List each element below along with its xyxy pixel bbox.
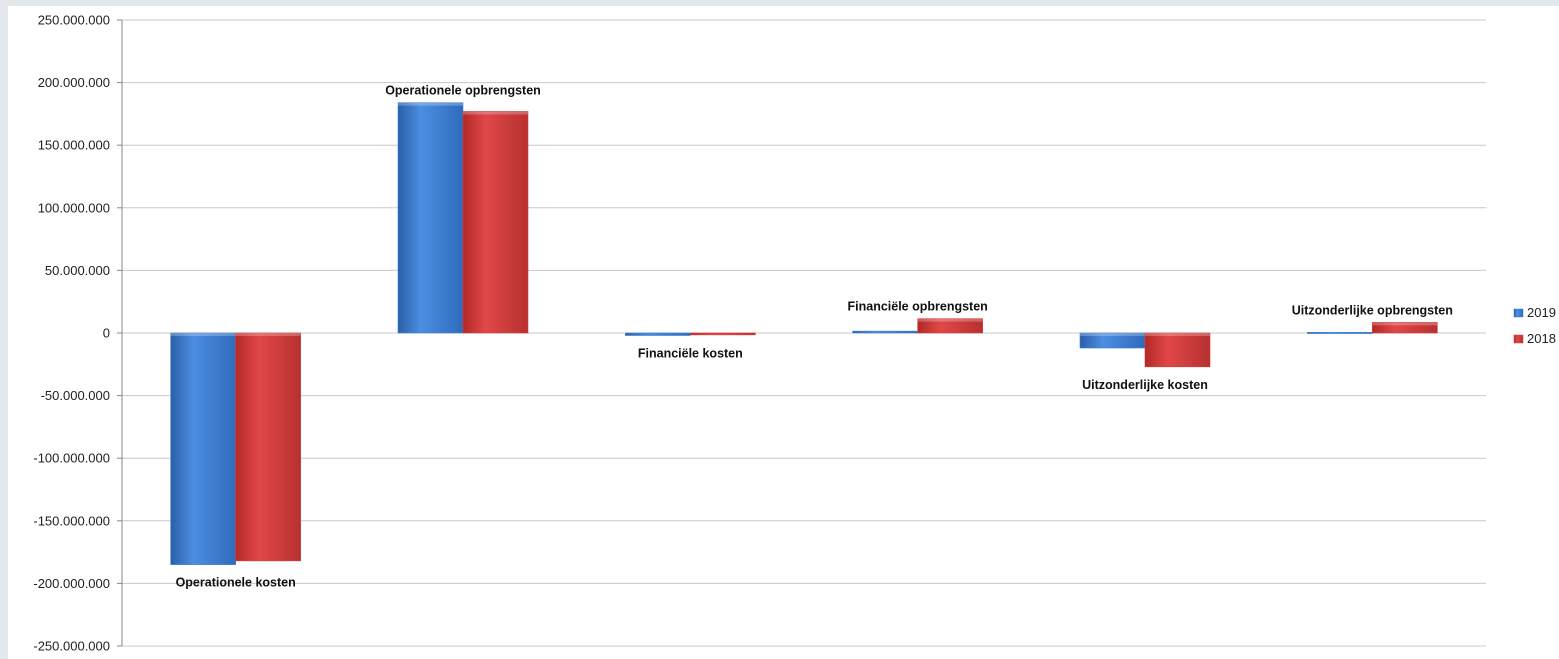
y-tick-label: 200.000.000 bbox=[38, 75, 110, 90]
bar-2018-2 bbox=[462, 111, 529, 334]
bar-2018-6 bbox=[1372, 322, 1438, 334]
y-tick-label: 100.000.000 bbox=[38, 200, 110, 215]
legend-label-2018: 2018 bbox=[1527, 331, 1556, 346]
y-tick-label: -100.000.000 bbox=[33, 451, 110, 466]
bar-2019-2 bbox=[397, 102, 464, 334]
legend-swatch-2018 bbox=[1513, 334, 1524, 344]
legend-label-2019: 2019 bbox=[1527, 305, 1556, 320]
bar-2018-5 bbox=[1144, 332, 1211, 368]
legend-swatch-2019 bbox=[1513, 308, 1524, 318]
bar-chart: 250.000.000 200.000.000 150.000.000 100.000… bbox=[33, 13, 1556, 654]
bar-2018-4 bbox=[917, 318, 983, 334]
bars bbox=[170, 102, 1438, 565]
legend: 2019 2018 bbox=[1513, 305, 1556, 346]
category-label: Uitzonderlijke opbrengsten bbox=[1292, 303, 1453, 317]
bar-2018-1 bbox=[235, 332, 301, 562]
bar-2019-3 bbox=[625, 332, 691, 336]
y-tick-label: 250.000.000 bbox=[38, 13, 110, 28]
category-label: Uitzonderlijke kosten bbox=[1082, 378, 1208, 392]
y-tick-label: 50.000.000 bbox=[45, 263, 110, 278]
category-label: Financiële kosten bbox=[638, 347, 743, 361]
y-tick-label: -250.000.000 bbox=[33, 639, 110, 654]
chart-frame: 250.000.000 200.000.000 150.000.000 100.000… bbox=[8, 6, 1559, 659]
category-label: Operationele opbrengsten bbox=[385, 84, 541, 98]
category-labels: Operationele kosten Operationele opbrengs… bbox=[176, 84, 1453, 590]
y-tick-label: -200.000.000 bbox=[33, 576, 110, 591]
category-label: Financiële opbrengsten bbox=[848, 300, 988, 314]
y-tick-label: 150.000.000 bbox=[38, 138, 110, 153]
y-tick-label: -150.000.000 bbox=[33, 513, 110, 528]
gridlines bbox=[122, 19, 1486, 647]
y-axis: 250.000.000 200.000.000 150.000.000 100.000… bbox=[33, 13, 123, 654]
y-tick-label: 0 bbox=[103, 326, 110, 341]
bar-2019-6 bbox=[1307, 332, 1373, 334]
bar-2018-3 bbox=[690, 332, 756, 336]
bar-2019-4 bbox=[852, 330, 918, 334]
y-tick-label: -50.000.000 bbox=[41, 388, 110, 403]
category-label: Operationele kosten bbox=[176, 576, 296, 590]
bar-2019-1 bbox=[170, 332, 236, 565]
